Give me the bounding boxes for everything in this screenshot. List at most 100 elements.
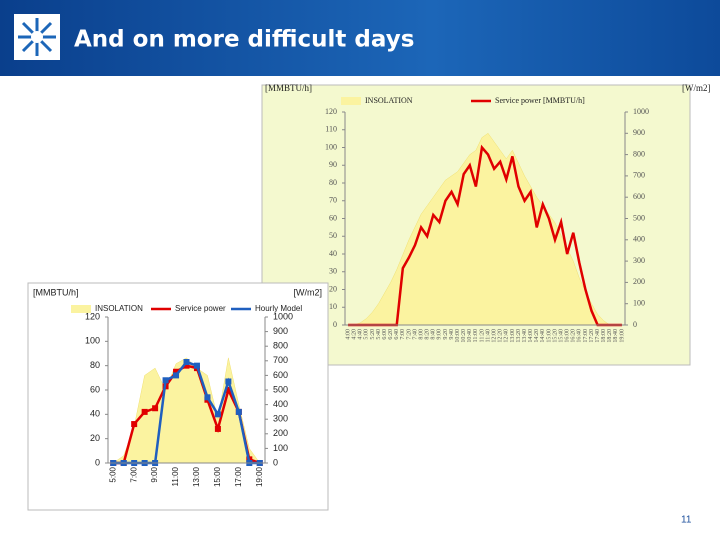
- y-axis-label: [MMBTU/h]: [33, 287, 79, 297]
- x-tick-label: 18:20: [607, 329, 613, 343]
- y-axis-label: [MMBTU/h]: [265, 83, 312, 93]
- x-tick-label: 19:00: [255, 466, 264, 487]
- x-tick-label: 16:40: [577, 329, 583, 343]
- x-tick-label: 17:00: [583, 329, 589, 343]
- marker: [214, 425, 221, 432]
- chart: [MMBTU/h] [W/m2] 0 10 20 30 40 50 60 70 80 90 100 110…: [261, 83, 711, 366]
- y2-tick-label: 1000: [633, 107, 649, 116]
- x-tick-label: 10:20: [461, 329, 467, 343]
- y2-tick-label: 100: [633, 299, 645, 308]
- y2-axis-label: [W/m2]: [294, 287, 323, 297]
- y2-tick-label: 300: [273, 414, 288, 424]
- x-tick-label: 16:00: [565, 329, 571, 343]
- x-tick-label: 4:00: [345, 329, 351, 340]
- x-tick-label: 12:20: [498, 329, 504, 343]
- x-tick-label: 6:20: [388, 329, 394, 340]
- y2-tick-label: 500: [273, 384, 288, 394]
- slide-title: And on more difficult days: [74, 27, 414, 53]
- x-tick-label: 5:20: [370, 329, 376, 340]
- marker: [235, 408, 242, 415]
- x-tick-label: 17:20: [589, 329, 595, 343]
- marker: [141, 408, 148, 415]
- y2-tick-label: 600: [633, 192, 645, 201]
- insolation-area: [348, 132, 622, 326]
- y-tick-label: 120: [85, 311, 100, 321]
- legend-swatch: [341, 97, 361, 105]
- y-tick-label: 60: [90, 384, 100, 394]
- legend-label: Service power [MMBTU/h]: [495, 96, 585, 105]
- y2-tick-label: 400: [273, 399, 288, 409]
- y2-tick-label: 500: [633, 213, 645, 222]
- page-number: 11: [681, 515, 692, 526]
- x-tick-label: 9:00: [437, 329, 443, 340]
- x-tick-label: 13:40: [522, 329, 528, 343]
- x-tick-label: 19:00: [619, 329, 625, 343]
- y2-tick-label: 100: [273, 443, 288, 453]
- x-tick-label: 13:20: [516, 329, 522, 343]
- x-tick-label: 8:00: [418, 329, 424, 340]
- y-tick-label: 20: [90, 433, 100, 443]
- y-tick-label: 0: [333, 320, 337, 329]
- x-tick-label: 18:00: [601, 329, 607, 343]
- header-bar: [0, 0, 720, 76]
- y-tick-label: 90: [329, 160, 337, 169]
- marker: [225, 387, 232, 393]
- x-tick-label: 7:40: [412, 329, 418, 340]
- x-tick-label: 16:20: [571, 329, 577, 343]
- y-tick-label: 40: [329, 249, 337, 258]
- x-tick-label: 8:20: [425, 329, 431, 340]
- y2-tick-label: 1000: [273, 311, 293, 321]
- x-tick-label: 7:20: [406, 329, 412, 340]
- x-tick-label: 13:00: [510, 329, 516, 343]
- marker: [173, 372, 180, 379]
- marker: [225, 378, 232, 385]
- y-tick-label: 100: [325, 142, 337, 151]
- x-tick-label: 15:40: [558, 329, 564, 343]
- marker: [183, 359, 190, 366]
- chart: [MMBTU/h] [W/m2] 0 20 40 60 80 100 120 0 100 200 300…: [27, 282, 329, 511]
- x-tick-label: 7:00: [400, 329, 406, 340]
- y2-tick-label: 900: [633, 128, 645, 137]
- marker: [193, 362, 200, 369]
- y-tick-label: 100: [85, 336, 100, 346]
- marker: [173, 368, 180, 375]
- marker: [131, 421, 138, 428]
- y-tick-label: 0: [95, 457, 100, 467]
- y-tick-label: 10: [329, 302, 337, 311]
- x-tick-label: 15:00: [546, 329, 552, 343]
- marker: [162, 377, 169, 384]
- y2-tick-label: 200: [273, 428, 288, 438]
- x-tick-label: 18:40: [613, 329, 619, 343]
- y2-tick-label: 900: [273, 326, 288, 336]
- x-tick-label: 13:00: [192, 466, 201, 487]
- y-tick-label: 20: [329, 284, 337, 293]
- x-tick-label: 6:40: [394, 329, 400, 340]
- x-tick-label: 9:40: [449, 329, 455, 340]
- y2-tick-label: 700: [633, 171, 645, 180]
- y2-axis-label: [W/m2]: [682, 83, 711, 93]
- x-tick-label: 9:00: [150, 466, 159, 482]
- x-tick-label: 11:00: [473, 329, 479, 342]
- y-tick-label: 60: [329, 213, 337, 222]
- x-tick-label: 8:40: [431, 329, 437, 340]
- x-tick-label: 14:40: [540, 329, 546, 343]
- x-tick-label: 14:20: [534, 329, 540, 343]
- legend-label: INSOLATION: [95, 304, 143, 313]
- marker: [214, 411, 221, 418]
- legend-swatch: [71, 305, 91, 313]
- x-tick-label: 5:00: [108, 466, 117, 482]
- x-tick-label: 4:20: [352, 329, 358, 340]
- x-tick-label: 11:00: [171, 466, 180, 486]
- x-tick-label: 17:40: [595, 329, 601, 343]
- x-tick-label: 5:00: [364, 329, 370, 340]
- x-tick-label: 9:20: [443, 329, 449, 340]
- legend-label: Service power: [175, 304, 226, 313]
- marker: [152, 405, 159, 412]
- x-tick-label: 6:00: [382, 329, 388, 340]
- y-tick-label: 50: [329, 231, 337, 240]
- y2-tick-label: 0: [633, 320, 637, 329]
- x-tick-label: 14:00: [528, 329, 534, 343]
- legend-label: Hourly Model: [255, 304, 302, 313]
- y2-tick-label: 800: [273, 341, 288, 351]
- y-tick-label: 120: [325, 107, 337, 116]
